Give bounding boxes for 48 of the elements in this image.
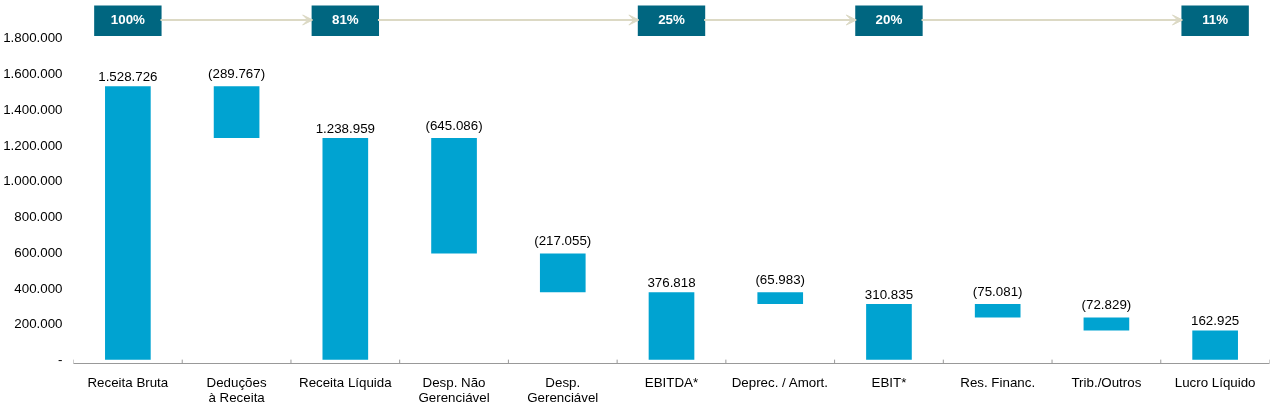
x-tick-label: Deduções à Receita bbox=[206, 374, 267, 405]
y-tick-label: 1.600.000 bbox=[3, 65, 63, 81]
data-label: (75.081) bbox=[972, 284, 1023, 300]
text: 25% bbox=[658, 12, 685, 28]
text: 100% bbox=[110, 12, 146, 28]
bar bbox=[648, 292, 695, 360]
bar bbox=[431, 138, 477, 254]
x-tick-label: Receita Bruta bbox=[87, 374, 169, 390]
data-label: 376.818 bbox=[647, 275, 696, 291]
bar bbox=[974, 304, 1021, 318]
y-tick-label: 1.200.000 bbox=[3, 137, 63, 153]
x-tick-label: EBITDA* bbox=[644, 374, 699, 390]
x-tick-label: Deprec. / Amort. bbox=[731, 374, 829, 390]
bar bbox=[1192, 330, 1238, 360]
y-tick-label: 1.800.000 bbox=[3, 30, 63, 46]
data-label: 162.925 bbox=[1191, 313, 1240, 329]
x-tick-label: EBIT* bbox=[871, 374, 907, 390]
data-label: (72.829) bbox=[1081, 297, 1132, 313]
bar bbox=[1083, 317, 1130, 331]
y-tick-label: 200.000 bbox=[14, 316, 63, 332]
bar bbox=[213, 86, 260, 139]
x-tick-label: Res. Financ. bbox=[960, 374, 1036, 390]
data-label: 1.528.726 bbox=[98, 69, 158, 85]
text: 11% bbox=[1202, 12, 1229, 28]
y-tick-label: 400.000 bbox=[14, 280, 63, 296]
bar bbox=[539, 253, 586, 293]
x-tick-label: Trib./Outros bbox=[1071, 374, 1142, 390]
x-tick-label: Lucro Líquido bbox=[1174, 374, 1256, 390]
y-tick-label: 800.000 bbox=[14, 209, 63, 225]
text: 20% bbox=[875, 12, 903, 28]
y-tick-label: 600.000 bbox=[14, 244, 63, 260]
data-label: 1.238.959 bbox=[315, 121, 375, 137]
x-tick-label: Desp. Não Gerenciável bbox=[418, 374, 490, 405]
x-tick-label: Receita Líquida bbox=[299, 374, 393, 390]
data-label: 310.835 bbox=[864, 287, 914, 303]
data-label: (645.086) bbox=[425, 118, 483, 134]
bar bbox=[757, 292, 804, 305]
bar bbox=[866, 304, 912, 360]
text: 81% bbox=[331, 12, 359, 28]
y-tick-label: 1.000.000 bbox=[3, 173, 63, 189]
y-tick-label: - bbox=[58, 352, 63, 368]
data-label: (289.767) bbox=[208, 66, 266, 82]
x-tick-label: Desp. Gerenciável bbox=[527, 374, 599, 405]
y-tick-label: 1.400.000 bbox=[3, 101, 63, 117]
bar bbox=[105, 86, 151, 360]
data-label: (65.983) bbox=[755, 272, 806, 288]
bar bbox=[322, 138, 369, 360]
data-label: (217.055) bbox=[534, 233, 592, 249]
